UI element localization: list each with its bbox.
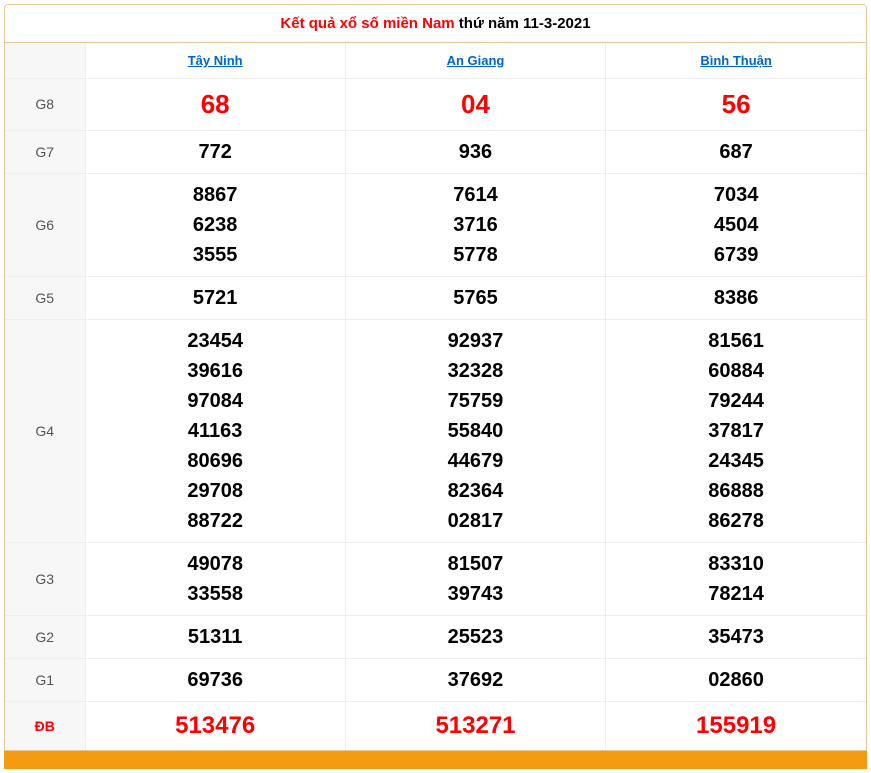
- g4-val-0: 23454 39616 97084 41163 80696 29708 8872…: [85, 320, 345, 543]
- row-g7: G7 772 936 687: [5, 131, 866, 174]
- footer-strip: [4, 751, 867, 769]
- label-g7: G7: [5, 131, 85, 174]
- title-red-part: Kết quả xổ số miền Nam: [280, 15, 454, 32]
- row-g2: G2 51311 25523 35473: [5, 616, 866, 659]
- g5-val-2: 8386: [606, 277, 866, 320]
- label-g8: G8: [5, 79, 85, 131]
- province-header-1: An Giang: [345, 43, 605, 79]
- g3-val-0: 49078 33558: [85, 543, 345, 616]
- g3-val-1: 81507 39743: [345, 543, 605, 616]
- row-g5: G5 5721 5765 8386: [5, 277, 866, 320]
- g4-val-2: 81561 60884 79244 37817 24345 86888 8627…: [606, 320, 866, 543]
- label-g3: G3: [5, 543, 85, 616]
- label-g6: G6: [5, 174, 85, 277]
- row-g3: G3 49078 33558 81507 39743 83310 78214: [5, 543, 866, 616]
- label-g4: G4: [5, 320, 85, 543]
- header-blank: [5, 43, 85, 79]
- g2-val-1: 25523: [345, 616, 605, 659]
- province-link-2[interactable]: Bình Thuận: [700, 53, 772, 68]
- row-db: ĐB 513476 513271 155919: [5, 702, 866, 751]
- results-table: Tây Ninh An Giang Bình Thuận G8 68 04 56…: [5, 43, 866, 750]
- title-black-part: thứ năm 11-3-2021: [455, 15, 591, 32]
- g7-val-0: 772: [85, 131, 345, 174]
- g8-val-0: 68: [85, 79, 345, 131]
- label-db: ĐB: [5, 702, 85, 751]
- g2-val-2: 35473: [606, 616, 866, 659]
- row-g8: G8 68 04 56: [5, 79, 866, 131]
- g5-val-0: 5721: [85, 277, 345, 320]
- province-header-0: Tây Ninh: [85, 43, 345, 79]
- g8-val-2: 56: [606, 79, 866, 131]
- g1-val-0: 69736: [85, 659, 345, 702]
- g8-val-1: 04: [345, 79, 605, 131]
- db-val-1: 513271: [345, 702, 605, 751]
- row-g1: G1 69736 37692 02860: [5, 659, 866, 702]
- g4-val-1: 92937 32328 75759 55840 44679 82364 0281…: [345, 320, 605, 543]
- province-link-0[interactable]: Tây Ninh: [188, 53, 243, 68]
- g1-val-2: 02860: [606, 659, 866, 702]
- g1-val-1: 37692: [345, 659, 605, 702]
- label-g5: G5: [5, 277, 85, 320]
- label-g2: G2: [5, 616, 85, 659]
- g3-val-2: 83310 78214: [606, 543, 866, 616]
- row-g6: G6 8867 6238 3555 7614 3716 5778 7034 45…: [5, 174, 866, 277]
- g6-val-0: 8867 6238 3555: [85, 174, 345, 277]
- province-link-1[interactable]: An Giang: [447, 53, 505, 68]
- db-val-0: 513476: [85, 702, 345, 751]
- lottery-results-panel: Kết quả xổ số miền Nam thứ năm 11-3-2021…: [4, 4, 867, 751]
- g6-val-2: 7034 4504 6739: [606, 174, 866, 277]
- label-g1: G1: [5, 659, 85, 702]
- g2-val-0: 51311: [85, 616, 345, 659]
- title-bar: Kết quả xổ số miền Nam thứ năm 11-3-2021: [5, 5, 866, 43]
- g5-val-1: 5765: [345, 277, 605, 320]
- province-header-2: Bình Thuận: [606, 43, 866, 79]
- g6-val-1: 7614 3716 5778: [345, 174, 605, 277]
- db-val-2: 155919: [606, 702, 866, 751]
- row-g4: G4 23454 39616 97084 41163 80696 29708 8…: [5, 320, 866, 543]
- g7-val-2: 687: [606, 131, 866, 174]
- g7-val-1: 936: [345, 131, 605, 174]
- header-row: Tây Ninh An Giang Bình Thuận: [5, 43, 866, 79]
